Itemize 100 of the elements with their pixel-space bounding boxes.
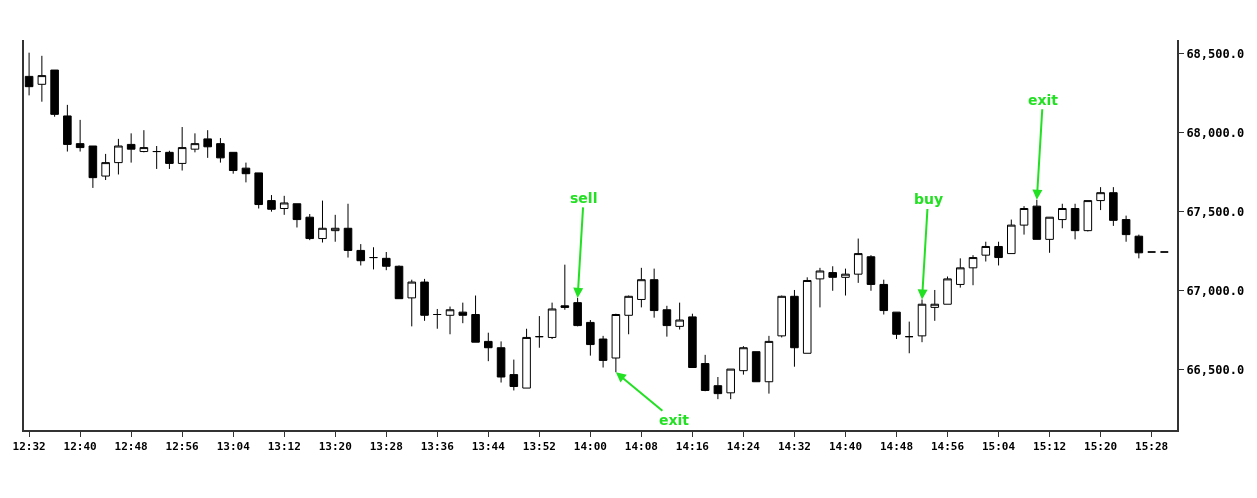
candlestick (496, 340, 506, 384)
annotation: exit (659, 412, 690, 428)
candlestick (203, 129, 212, 159)
candlestick (177, 126, 187, 172)
candlestick (904, 321, 914, 354)
candlestick (509, 359, 519, 391)
x-tick-label: 13:36 (420, 440, 455, 454)
candlestick (1134, 234, 1144, 259)
x-tick-label: 12:32 (12, 440, 46, 454)
candlestick (433, 308, 442, 330)
candlestick (751, 351, 761, 383)
candlestick (815, 267, 825, 308)
candlestick (458, 302, 468, 324)
y-tick-label: 67,000.0 (1186, 283, 1245, 298)
candlestick (292, 203, 302, 228)
x-tick-label: 14:24 (726, 440, 761, 454)
candlestick (637, 267, 646, 308)
candlestick (254, 172, 263, 209)
candlestick (700, 354, 710, 392)
candlestick (356, 243, 366, 266)
candlestick (75, 119, 85, 153)
x-tick-label: 14:16 (675, 440, 710, 454)
candlestick (535, 315, 544, 349)
candlestick (586, 319, 595, 357)
candlestick (777, 295, 786, 338)
candlestick (981, 241, 991, 262)
candlestick (407, 279, 417, 327)
candlestick (126, 132, 136, 164)
y-tick-label: 66,500.0 (1186, 363, 1245, 378)
candlestick (420, 278, 429, 322)
candlestick (675, 302, 684, 331)
x-tick-label: 13:20 (318, 440, 352, 454)
candlestick (611, 313, 621, 373)
candlestick (1083, 200, 1093, 232)
candlestick (330, 214, 340, 243)
annotation: buy (914, 191, 944, 207)
candlestick (624, 295, 633, 335)
candlestick (241, 162, 251, 183)
x-tick-label: 12:56 (165, 440, 200, 454)
candlestick (343, 203, 353, 259)
candlestick (573, 297, 582, 327)
candlestick (866, 254, 876, 292)
x-tick-label: 14:48 (879, 440, 914, 454)
candlestick (165, 150, 174, 170)
candlestick (484, 332, 493, 362)
candlestick (1070, 203, 1080, 240)
candlestick (139, 129, 149, 153)
candlestick (152, 145, 161, 170)
x-tick-label: 12:40 (63, 440, 97, 454)
candlestick (853, 238, 863, 284)
candlestick (968, 254, 978, 286)
candlestick (114, 138, 123, 175)
candlestick (471, 295, 480, 343)
annotation: sell (570, 190, 598, 206)
candlestick (739, 345, 748, 376)
x-tick-label: 15:28 (1135, 440, 1169, 454)
candlestick (1109, 186, 1118, 227)
candlestick (267, 194, 276, 213)
candlestick (190, 132, 200, 153)
candlestick (1019, 205, 1029, 236)
candlestick (802, 276, 812, 354)
candlestick (522, 328, 531, 389)
candlestick (892, 311, 901, 340)
candlestick (828, 265, 837, 292)
x-tick-label: 14:32 (777, 440, 811, 454)
candlestick (279, 195, 289, 216)
x-tick-label: 15:04 (982, 440, 1016, 454)
candlestick (394, 264, 404, 300)
y-tick-label: 67,500.0 (1186, 204, 1245, 219)
candlestick (688, 313, 697, 369)
candlestick (24, 52, 34, 96)
candlestick (101, 153, 110, 181)
candlestick (88, 145, 98, 189)
candlestick (994, 241, 1003, 266)
x-tick-label: 13:28 (369, 440, 403, 454)
x-tick-label: 15:12 (1033, 440, 1067, 454)
candlestick (1058, 203, 1067, 229)
candlestick (1007, 219, 1016, 255)
candlestick (318, 200, 327, 244)
candlestick (50, 69, 59, 118)
candlestick (1032, 199, 1042, 240)
x-tick-label: 13:52 (522, 440, 556, 454)
candlestick (598, 335, 608, 369)
candlestick (713, 376, 723, 400)
candlestick (1096, 186, 1105, 211)
candlestick (305, 213, 315, 241)
x-tick-label: 13:44 (471, 440, 506, 454)
candlestick (649, 268, 659, 319)
x-tick-label: 13:04 (216, 440, 251, 454)
x-tick-label: 14:40 (828, 440, 863, 454)
x-tick-label: 14:08 (624, 440, 658, 454)
candlestick (228, 151, 238, 175)
x-tick-label: 14:56 (930, 440, 965, 454)
x-tick-label: 14:00 (573, 440, 607, 454)
candlestick (216, 137, 225, 164)
candlestick (369, 246, 378, 270)
candlestick (560, 264, 570, 311)
y-tick-label: 68,500.0 (1186, 46, 1245, 61)
candlestick (879, 279, 889, 315)
candlestick (841, 268, 850, 297)
